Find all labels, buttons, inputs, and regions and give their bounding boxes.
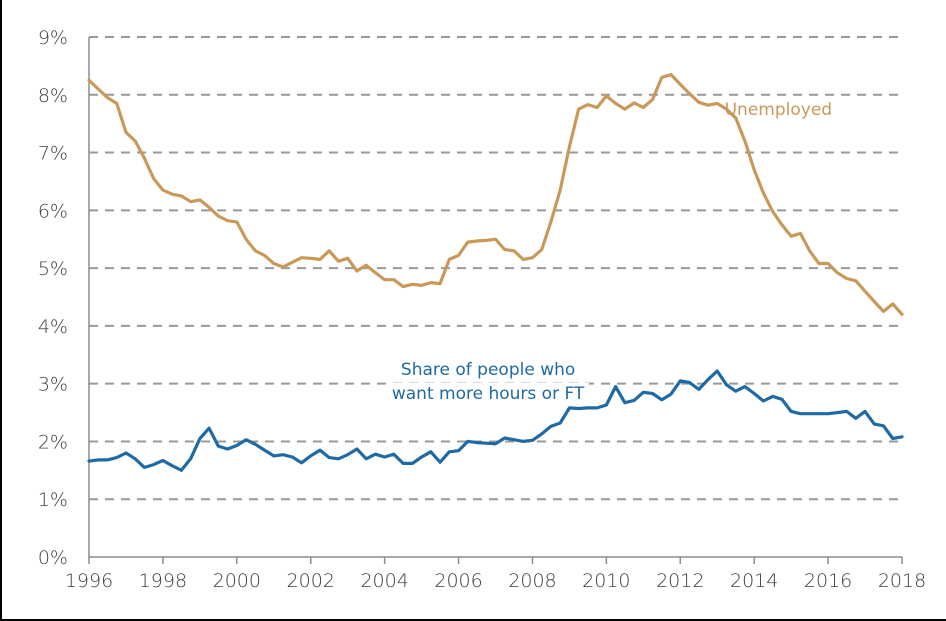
x-tick-label: 2014: [730, 570, 778, 592]
x-tick-label: 2018: [878, 570, 926, 592]
series-line-1: [87, 369, 904, 472]
x-tick-label: 2004: [360, 570, 408, 592]
series-label: Share of people who: [401, 360, 575, 380]
series-label: want more hours or FT: [392, 384, 585, 404]
axes: [88, 37, 903, 564]
series-label-backdrop: [396, 359, 580, 380]
y-tick-label: 6%: [38, 200, 68, 222]
y-axis-tick-labels: 0% 1% 2% 3% 4% 5% 6% 7% 8% 9%: [38, 27, 68, 569]
x-tick-label: 2012: [656, 570, 704, 592]
x-axis-tick-labels: 1996 1998 2000 2002 2004 2006 2008 2010 2012 2014…: [65, 570, 926, 592]
series-lines: [87, 72, 904, 472]
series-label-backdrop: [387, 383, 589, 404]
y-tick-label: 7%: [38, 143, 68, 165]
x-tick-label: 2016: [804, 570, 852, 592]
image-frame-left-border: [0, 0, 2, 621]
y-tick-label: 0%: [38, 547, 68, 569]
x-tick-label: 1996: [65, 570, 113, 592]
y-tick-label: 4%: [38, 316, 68, 338]
x-tick-label: 2010: [582, 570, 630, 592]
y-tick-label: 1%: [38, 489, 68, 511]
y-tick-label: 2%: [38, 431, 68, 453]
x-tick-label: 2000: [213, 570, 261, 592]
image-frame-bottom-border: [0, 619, 946, 621]
y-tick-label: 8%: [38, 85, 68, 107]
series-labels: Unemployed Share of people who want more h…: [387, 100, 832, 404]
x-tick-label: 2006: [434, 570, 482, 592]
series-label: Unemployed: [725, 100, 832, 120]
y-tick-label: 3%: [38, 374, 68, 396]
x-tick-label: 1998: [139, 570, 187, 592]
y-tick-label: 9%: [38, 27, 68, 49]
y-tick-label: 5%: [38, 258, 68, 280]
x-tick-label: 2008: [508, 570, 556, 592]
x-tick-label: 2002: [287, 570, 335, 592]
series-line-0: [87, 72, 904, 316]
